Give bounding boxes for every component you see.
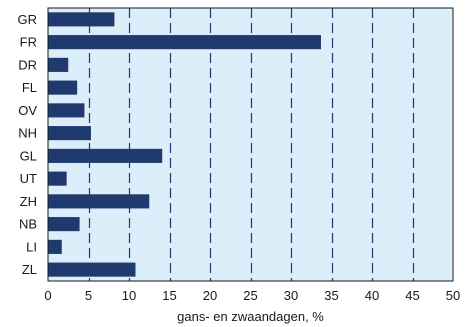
y-tick-labels: GR FR DR FL OV NH GL UT ZH NB LI ZL (18, 12, 38, 277)
y-tick-label: LI (26, 239, 37, 254)
y-tick-label: FL (22, 80, 37, 95)
x-axis-title: gans- en zwaandagen, % (177, 309, 324, 324)
x-tick-labels: 0 5 10 15 20 25 30 35 40 45 50 (44, 288, 460, 303)
bar-nb (48, 217, 80, 232)
y-tick-label: NB (19, 217, 37, 232)
x-tick-label: 0 (44, 288, 51, 303)
grid-lines (88, 8, 415, 281)
y-tick-label: DR (18, 57, 37, 72)
x-tick-label: 45 (405, 288, 419, 303)
x-tick-label: 10 (122, 288, 136, 303)
x-tick-label: 35 (324, 288, 338, 303)
x-tick-label: 30 (284, 288, 298, 303)
bar-gr (48, 12, 115, 27)
bars (48, 12, 321, 277)
y-tick-label: ZL (22, 262, 37, 277)
x-tick-label: 25 (243, 288, 257, 303)
bar-fl (48, 80, 78, 95)
y-tick-label: NH (18, 126, 37, 141)
x-tick-label: 50 (446, 288, 460, 303)
y-tick-label: UT (20, 171, 37, 186)
bar-nh (48, 126, 91, 141)
bar-li (48, 239, 62, 254)
bar-dr (48, 57, 69, 72)
y-tick-label: FR (20, 35, 37, 50)
bar-fr (48, 35, 321, 50)
y-tick-label: ZH (20, 194, 37, 209)
bar-ov (48, 103, 85, 118)
x-tick-label: 40 (365, 288, 379, 303)
x-tick-label: 20 (203, 288, 217, 303)
y-tick-label: OV (18, 103, 37, 118)
x-tick-label: 5 (85, 288, 92, 303)
x-tick-label: 15 (162, 288, 176, 303)
bar-zl (48, 262, 136, 277)
plot-frame (47, 7, 454, 282)
y-tick-label: GR (18, 12, 38, 27)
y-tick-label: GL (20, 148, 37, 163)
plot-area (48, 8, 453, 281)
bar-zh (48, 194, 150, 209)
bar-ut (48, 171, 67, 186)
bar-gl (48, 148, 163, 163)
